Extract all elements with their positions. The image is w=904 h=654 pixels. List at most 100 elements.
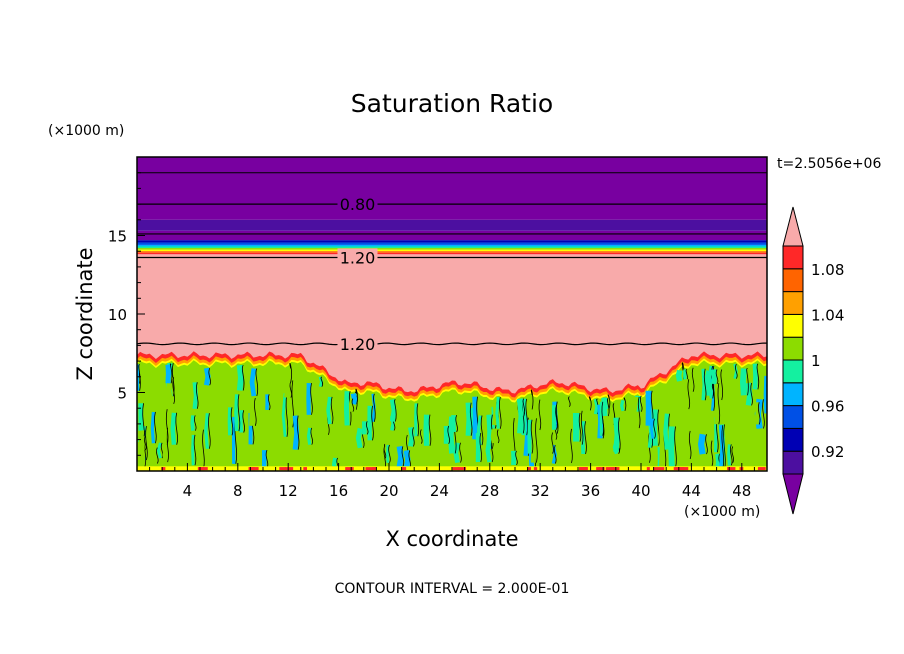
surface-patch <box>533 467 538 471</box>
x-tick-label: 24 <box>430 482 449 500</box>
colorbar-arrow-high <box>782 206 804 247</box>
turbulence-streak <box>659 425 666 470</box>
contour-line-turbulent <box>568 396 571 408</box>
colorbar-swatch <box>782 245 804 270</box>
turbulence-streak <box>668 426 675 468</box>
contour-line-turbulent <box>607 397 610 417</box>
contour-line-turbulent <box>623 397 627 411</box>
surface-patch <box>285 467 294 471</box>
contour-line-turbulent <box>455 414 458 433</box>
turbulence-streak <box>565 428 573 464</box>
turbulence-streak <box>465 402 472 436</box>
turbulence-streak <box>326 396 332 425</box>
contour-line-turbulent <box>589 396 592 411</box>
colorbar-swatch <box>782 405 804 429</box>
transition-band <box>137 242 767 245</box>
band-lower-dry <box>137 230 767 241</box>
turbulence-streak <box>593 398 599 415</box>
turbulence-streak <box>343 391 350 426</box>
contour-line-turbulent <box>416 403 420 437</box>
surface-patch <box>452 467 460 471</box>
transition-band <box>137 248 767 250</box>
contour-line-turbulent <box>757 402 761 425</box>
surface-patch <box>757 467 766 471</box>
x-axis-title: X coordinate <box>385 527 518 551</box>
contour-line-turbulent <box>746 368 749 396</box>
contour-label: 1.20 <box>340 335 376 354</box>
colorbar-label: 0.92 <box>811 443 844 461</box>
turbulence-streak <box>650 418 655 439</box>
turbulence-streak <box>396 445 404 468</box>
surface-patch <box>365 467 376 471</box>
surface-patch <box>251 467 255 471</box>
turbulence-streak <box>318 376 323 388</box>
contour-line-turbulent <box>530 419 534 454</box>
contour-line-turbulent <box>401 446 405 468</box>
colorbar-swatch <box>782 291 804 315</box>
contour-line-turbulent <box>255 368 259 397</box>
contour-line-turbulent <box>639 395 643 412</box>
contour-line-turbulent <box>525 398 528 436</box>
transition-band <box>137 246 767 249</box>
turbulence-streak <box>530 418 537 463</box>
surface-patch <box>199 467 208 471</box>
turbulence-streak <box>754 402 760 425</box>
contour-line-turbulent <box>710 440 714 466</box>
surface-patch <box>675 467 685 471</box>
x-unit-label: (×1000 m) <box>684 504 760 520</box>
contour-label-bg <box>337 248 378 265</box>
y-unit-label: (×1000 m) <box>48 123 124 139</box>
contour-line-turbulent <box>310 427 313 445</box>
contour-line-turbulent <box>371 405 374 441</box>
x-tick-label: 48 <box>732 482 751 500</box>
transition-band <box>137 240 767 243</box>
contour-line-turbulent <box>721 425 724 470</box>
turbulence-streak <box>234 394 239 432</box>
turbulence-streak <box>507 417 516 463</box>
surface-patch <box>401 467 407 471</box>
colorbar-label: 1.08 <box>811 261 844 279</box>
turbulence-streak <box>348 398 353 412</box>
turbulence-streak <box>701 368 706 401</box>
turbulence-streak <box>400 434 409 459</box>
turbulence-streak <box>495 396 500 429</box>
turbulence-streak <box>745 382 753 406</box>
time-label: t=2.5056e+06 <box>777 156 881 172</box>
contour-line-turbulent <box>169 363 173 384</box>
colorbar-swatch <box>782 427 804 452</box>
contour-line-turbulent <box>538 399 542 431</box>
turbulence-streak <box>191 434 195 466</box>
contour-line-turbulent <box>242 410 245 433</box>
turbulence-streak <box>490 429 498 444</box>
contour-line-turbulent <box>208 367 211 386</box>
contour-line-turbulent <box>412 427 415 447</box>
turbulence-streak <box>170 412 177 445</box>
plot-field: 0.80 1.20 1.20 <box>137 157 767 471</box>
contour-line-turbulent <box>310 382 313 415</box>
contour-line <box>137 342 767 346</box>
turbulence-streak <box>688 367 695 393</box>
contour-line-turbulent <box>420 429 423 444</box>
contour-line-turbulent <box>551 432 554 454</box>
contour-line-turbulent <box>618 417 621 452</box>
contour-line-turbulent <box>653 418 656 439</box>
contour-line-turbulent <box>496 429 500 444</box>
turbulence-streak <box>563 395 571 408</box>
turbulence-streak <box>472 396 478 440</box>
turbulence-streak <box>281 393 287 437</box>
contour-line-turbulent <box>688 430 692 460</box>
contour-line-turbulent <box>703 368 707 401</box>
turbulence-streak <box>414 428 421 445</box>
contour-label: 1.20 <box>340 248 376 267</box>
contour-line-turbulent <box>499 396 502 429</box>
contour-line-turbulent <box>145 426 148 461</box>
colorbar-label: 1 <box>811 352 821 370</box>
contour-line-turbulent <box>365 421 369 435</box>
contour-line-turbulent <box>555 405 558 430</box>
contour-line-turbulent <box>254 397 257 426</box>
contour-line-turbulent <box>208 413 211 449</box>
surface-patch <box>646 467 650 471</box>
contour-line-turbulent <box>479 432 483 463</box>
contour-line-turbulent <box>172 377 175 404</box>
contour-line-turbulent <box>762 399 765 429</box>
